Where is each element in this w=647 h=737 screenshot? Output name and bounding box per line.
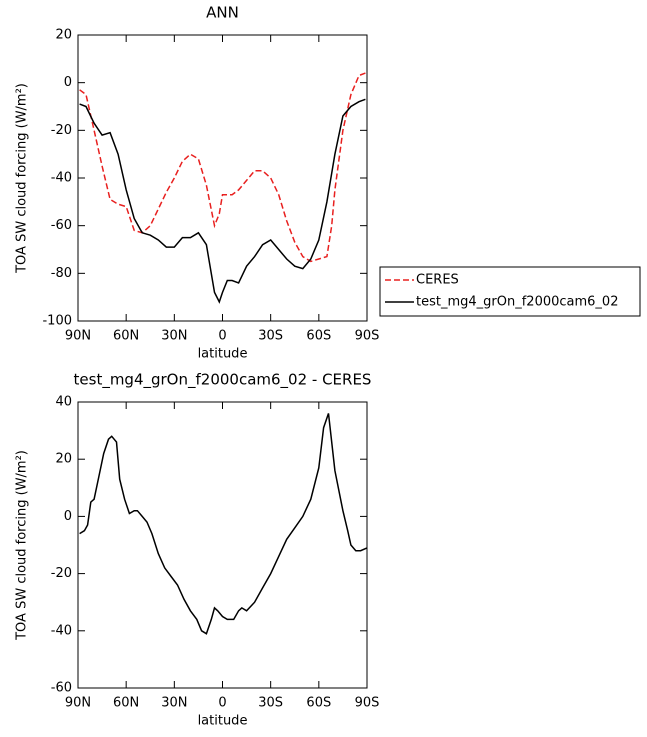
y-tick-label: -40 — [51, 623, 72, 638]
x-tick-label: 90S — [355, 696, 380, 711]
y-axis-label: TOA SW cloud forcing (W/m²) — [15, 83, 30, 274]
y-tick-label: 0 — [64, 509, 72, 524]
legend-label: CERES — [416, 273, 459, 288]
y-tick-label: -40 — [51, 171, 72, 186]
plot-frame — [77, 401, 368, 689]
chart-title: test_mg4_grOn_f2000cam6_02 - CERES — [74, 371, 372, 390]
y-tick-label: 20 — [55, 452, 72, 467]
y-tick-label: -20 — [51, 123, 72, 138]
x-tick-label: 90N — [65, 696, 91, 711]
data-line — [79, 72, 366, 263]
x-tick-label: 0 — [218, 329, 226, 344]
y-tick-label: 20 — [55, 28, 72, 43]
y-tick-label: 40 — [55, 395, 72, 410]
chart-title: ANN — [206, 4, 239, 22]
y-tick-label: -60 — [51, 681, 72, 696]
x-tick-label: 30S — [258, 329, 283, 344]
x-axis-label: latitude — [198, 347, 248, 362]
x-tick-label: 60S — [306, 329, 331, 344]
x-tick-label: 60S — [306, 696, 331, 711]
legend-frame — [379, 266, 641, 317]
y-tick-label: 0 — [64, 75, 72, 90]
y-tick-label: -100 — [42, 314, 72, 329]
y-tick-label: -20 — [51, 566, 72, 581]
x-tick-label: 30N — [161, 329, 187, 344]
y-axis-label: TOA SW cloud forcing (W/m²) — [15, 450, 30, 641]
x-axis-label: latitude — [198, 714, 248, 729]
x-tick-label: 90N — [65, 329, 91, 344]
y-tick-label: -80 — [51, 266, 72, 281]
data-line — [79, 98, 366, 304]
x-tick-label: 60N — [113, 329, 139, 344]
y-tick-label: -60 — [51, 218, 72, 233]
plot-frame — [77, 34, 368, 322]
x-tick-label: 30N — [161, 696, 187, 711]
x-tick-label: 60N — [113, 696, 139, 711]
x-tick-label: 30S — [258, 696, 283, 711]
x-tick-label: 90S — [355, 329, 380, 344]
data-line — [79, 413, 368, 635]
x-tick-label: 0 — [218, 696, 226, 711]
legend-label: test_mg4_grOn_f2000cam6_02 — [416, 295, 618, 310]
